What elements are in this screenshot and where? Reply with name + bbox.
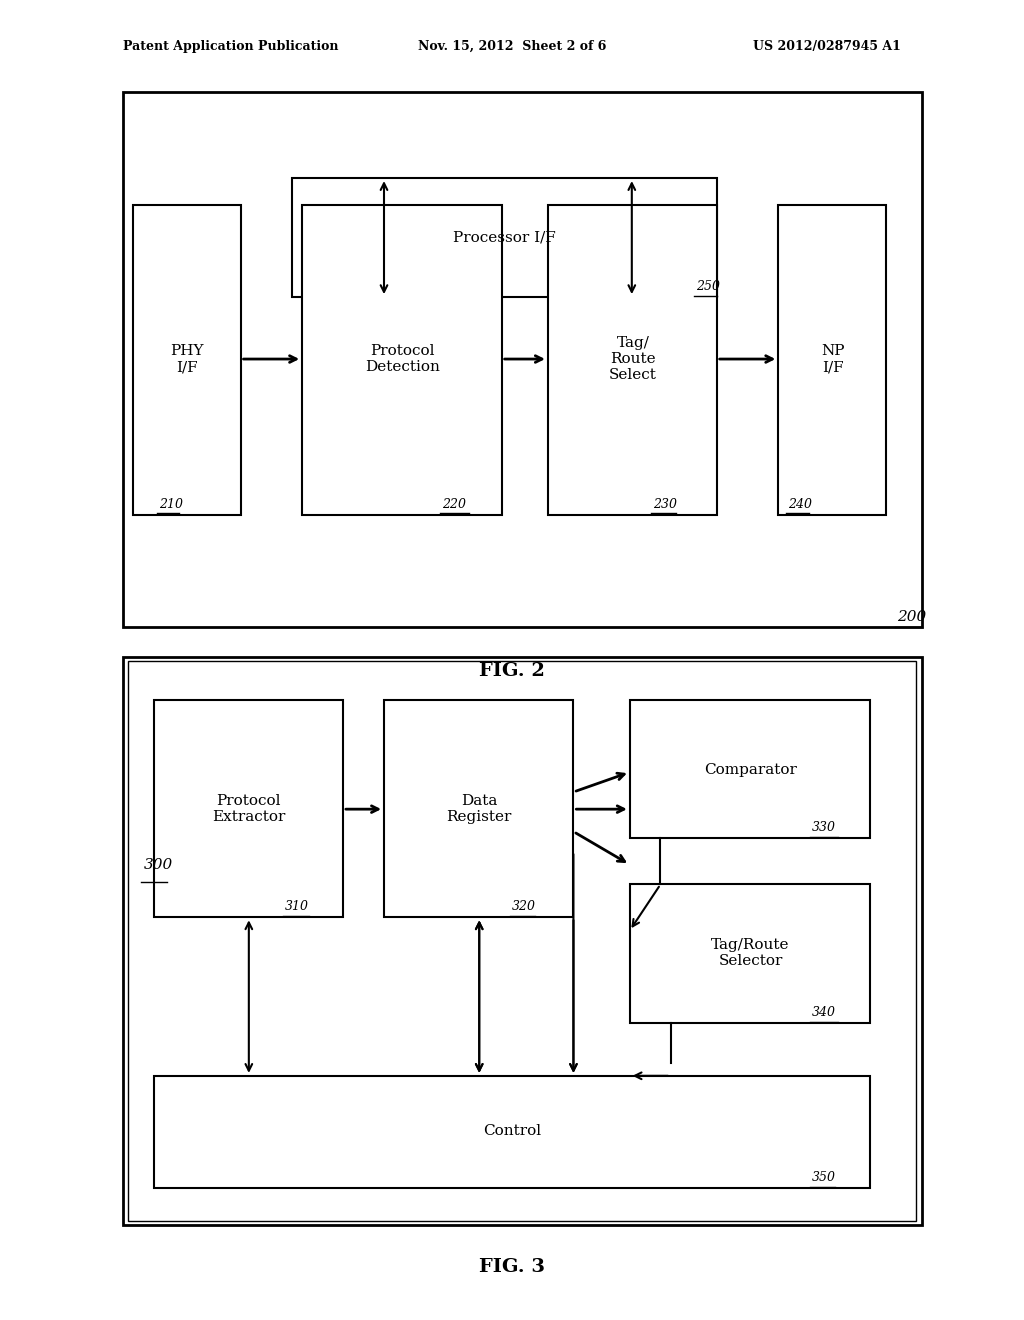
Text: 210: 210: [159, 498, 182, 511]
Text: Tag/Route
Selector: Tag/Route Selector: [712, 939, 790, 968]
Text: 250: 250: [696, 280, 720, 293]
FancyBboxPatch shape: [384, 700, 573, 917]
FancyBboxPatch shape: [292, 178, 717, 297]
FancyBboxPatch shape: [154, 1076, 870, 1188]
Text: PHY
I/F: PHY I/F: [171, 345, 204, 374]
Text: 300: 300: [143, 858, 173, 871]
Text: 240: 240: [788, 498, 812, 511]
Text: Processor I/F: Processor I/F: [454, 231, 556, 244]
FancyBboxPatch shape: [123, 92, 922, 627]
Text: NP
I/F: NP I/F: [821, 345, 844, 374]
Text: Tag/
Route
Select: Tag/ Route Select: [609, 335, 656, 383]
FancyBboxPatch shape: [630, 884, 870, 1023]
Text: FIG. 3: FIG. 3: [479, 1258, 545, 1276]
Text: Control: Control: [483, 1125, 541, 1138]
FancyBboxPatch shape: [128, 661, 916, 1221]
Text: 310: 310: [285, 900, 308, 913]
FancyBboxPatch shape: [154, 700, 343, 917]
Text: 350: 350: [812, 1171, 836, 1184]
Text: FIG. 2: FIG. 2: [479, 661, 545, 680]
FancyBboxPatch shape: [133, 205, 241, 515]
Text: 220: 220: [442, 498, 466, 511]
Text: Protocol
Detection: Protocol Detection: [365, 345, 440, 374]
Text: 320: 320: [512, 900, 536, 913]
FancyBboxPatch shape: [778, 205, 886, 515]
Text: 340: 340: [812, 1006, 836, 1019]
Text: 200: 200: [897, 610, 927, 624]
FancyBboxPatch shape: [630, 700, 870, 838]
Text: Data
Register: Data Register: [446, 795, 512, 824]
Text: Nov. 15, 2012  Sheet 2 of 6: Nov. 15, 2012 Sheet 2 of 6: [418, 40, 606, 53]
FancyBboxPatch shape: [548, 205, 717, 515]
FancyBboxPatch shape: [123, 657, 922, 1225]
Text: Protocol
Extractor: Protocol Extractor: [212, 795, 286, 824]
Text: 330: 330: [812, 821, 836, 834]
FancyBboxPatch shape: [302, 205, 502, 515]
Text: Comparator: Comparator: [705, 763, 797, 776]
Text: US 2012/0287945 A1: US 2012/0287945 A1: [754, 40, 901, 53]
Text: Patent Application Publication: Patent Application Publication: [123, 40, 338, 53]
Text: 230: 230: [653, 498, 677, 511]
